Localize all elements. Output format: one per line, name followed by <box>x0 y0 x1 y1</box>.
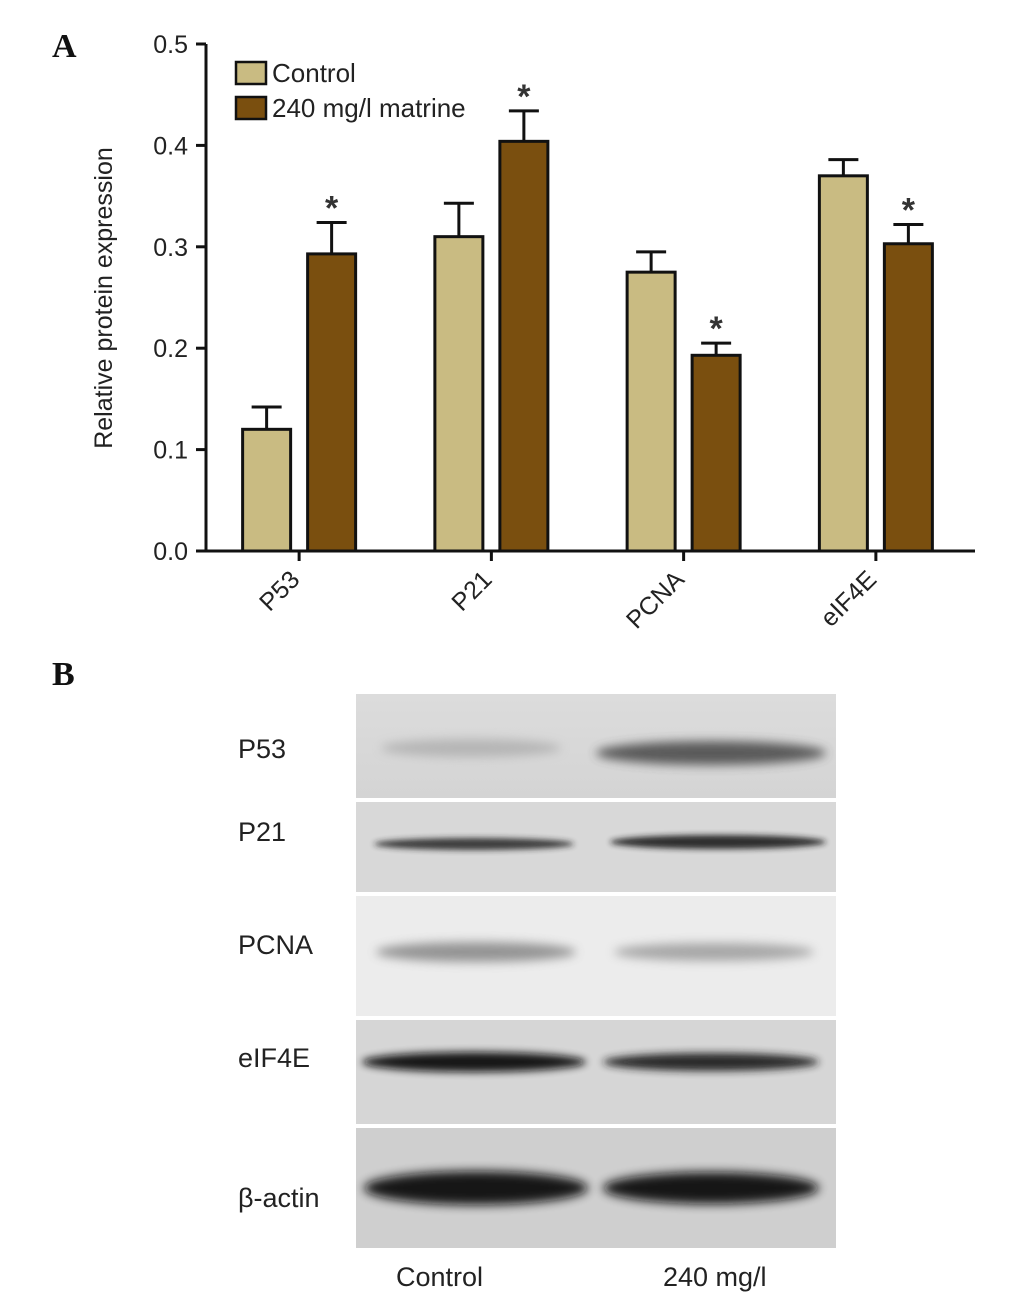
blot-label-beta-actin: β-actin <box>238 1183 320 1213</box>
significance-marker: * <box>710 310 724 348</box>
bar <box>241 427 293 553</box>
y-tick-label: 0.1 <box>153 437 188 465</box>
western-blot-image <box>356 694 836 1248</box>
blot-strip-eif4e <box>356 1020 836 1124</box>
blot-label-eif4e: eIF4E <box>238 1043 311 1073</box>
panel-b-letter: B <box>52 656 75 693</box>
bar <box>306 252 358 553</box>
blot-strip-p21 <box>356 802 836 892</box>
bar <box>433 235 485 553</box>
y-tick-label: 0.3 <box>153 234 188 262</box>
significance-marker: * <box>325 189 339 227</box>
blot-strip-p53 <box>356 694 836 798</box>
y-tick-label: 0.4 <box>153 132 188 160</box>
legend-swatch <box>234 95 268 121</box>
blot-strip-beta-actin <box>356 1128 836 1248</box>
y-tick-label: 0.2 <box>153 335 188 363</box>
bar <box>882 242 934 553</box>
y-tick-label: 0.5 <box>153 31 188 59</box>
blot-label-p21: P21 <box>238 817 287 847</box>
y-axis-label: Relative protein expression <box>90 147 118 449</box>
bar-chart: .axis-line { stroke: #111; stroke-width:… <box>90 31 975 634</box>
legend-label: 240 mg/l matrine <box>272 93 466 123</box>
bar <box>498 139 550 553</box>
lane-label-control: Control <box>396 1262 484 1292</box>
x-tick-label: PCNA <box>621 565 690 634</box>
x-tick-label: P53 <box>254 565 305 616</box>
blot-strip-pcna <box>356 896 836 1016</box>
panel-a-letter: A <box>52 28 77 65</box>
x-tick-label: eIF4E <box>815 565 882 632</box>
bar <box>625 270 677 553</box>
legend-swatch <box>234 60 268 86</box>
legend-label: Control <box>272 58 356 88</box>
significance-marker: * <box>902 191 916 229</box>
significance-marker: * <box>517 78 531 116</box>
bar <box>690 353 742 553</box>
blot-label-pcna: PCNA <box>238 930 314 960</box>
bar <box>817 174 869 553</box>
lane-label-240mg: 240 mg/l <box>663 1262 767 1292</box>
blot-label-p53: P53 <box>238 734 287 764</box>
y-tick-label: 0.0 <box>153 538 188 566</box>
x-tick-label: P21 <box>446 565 497 616</box>
